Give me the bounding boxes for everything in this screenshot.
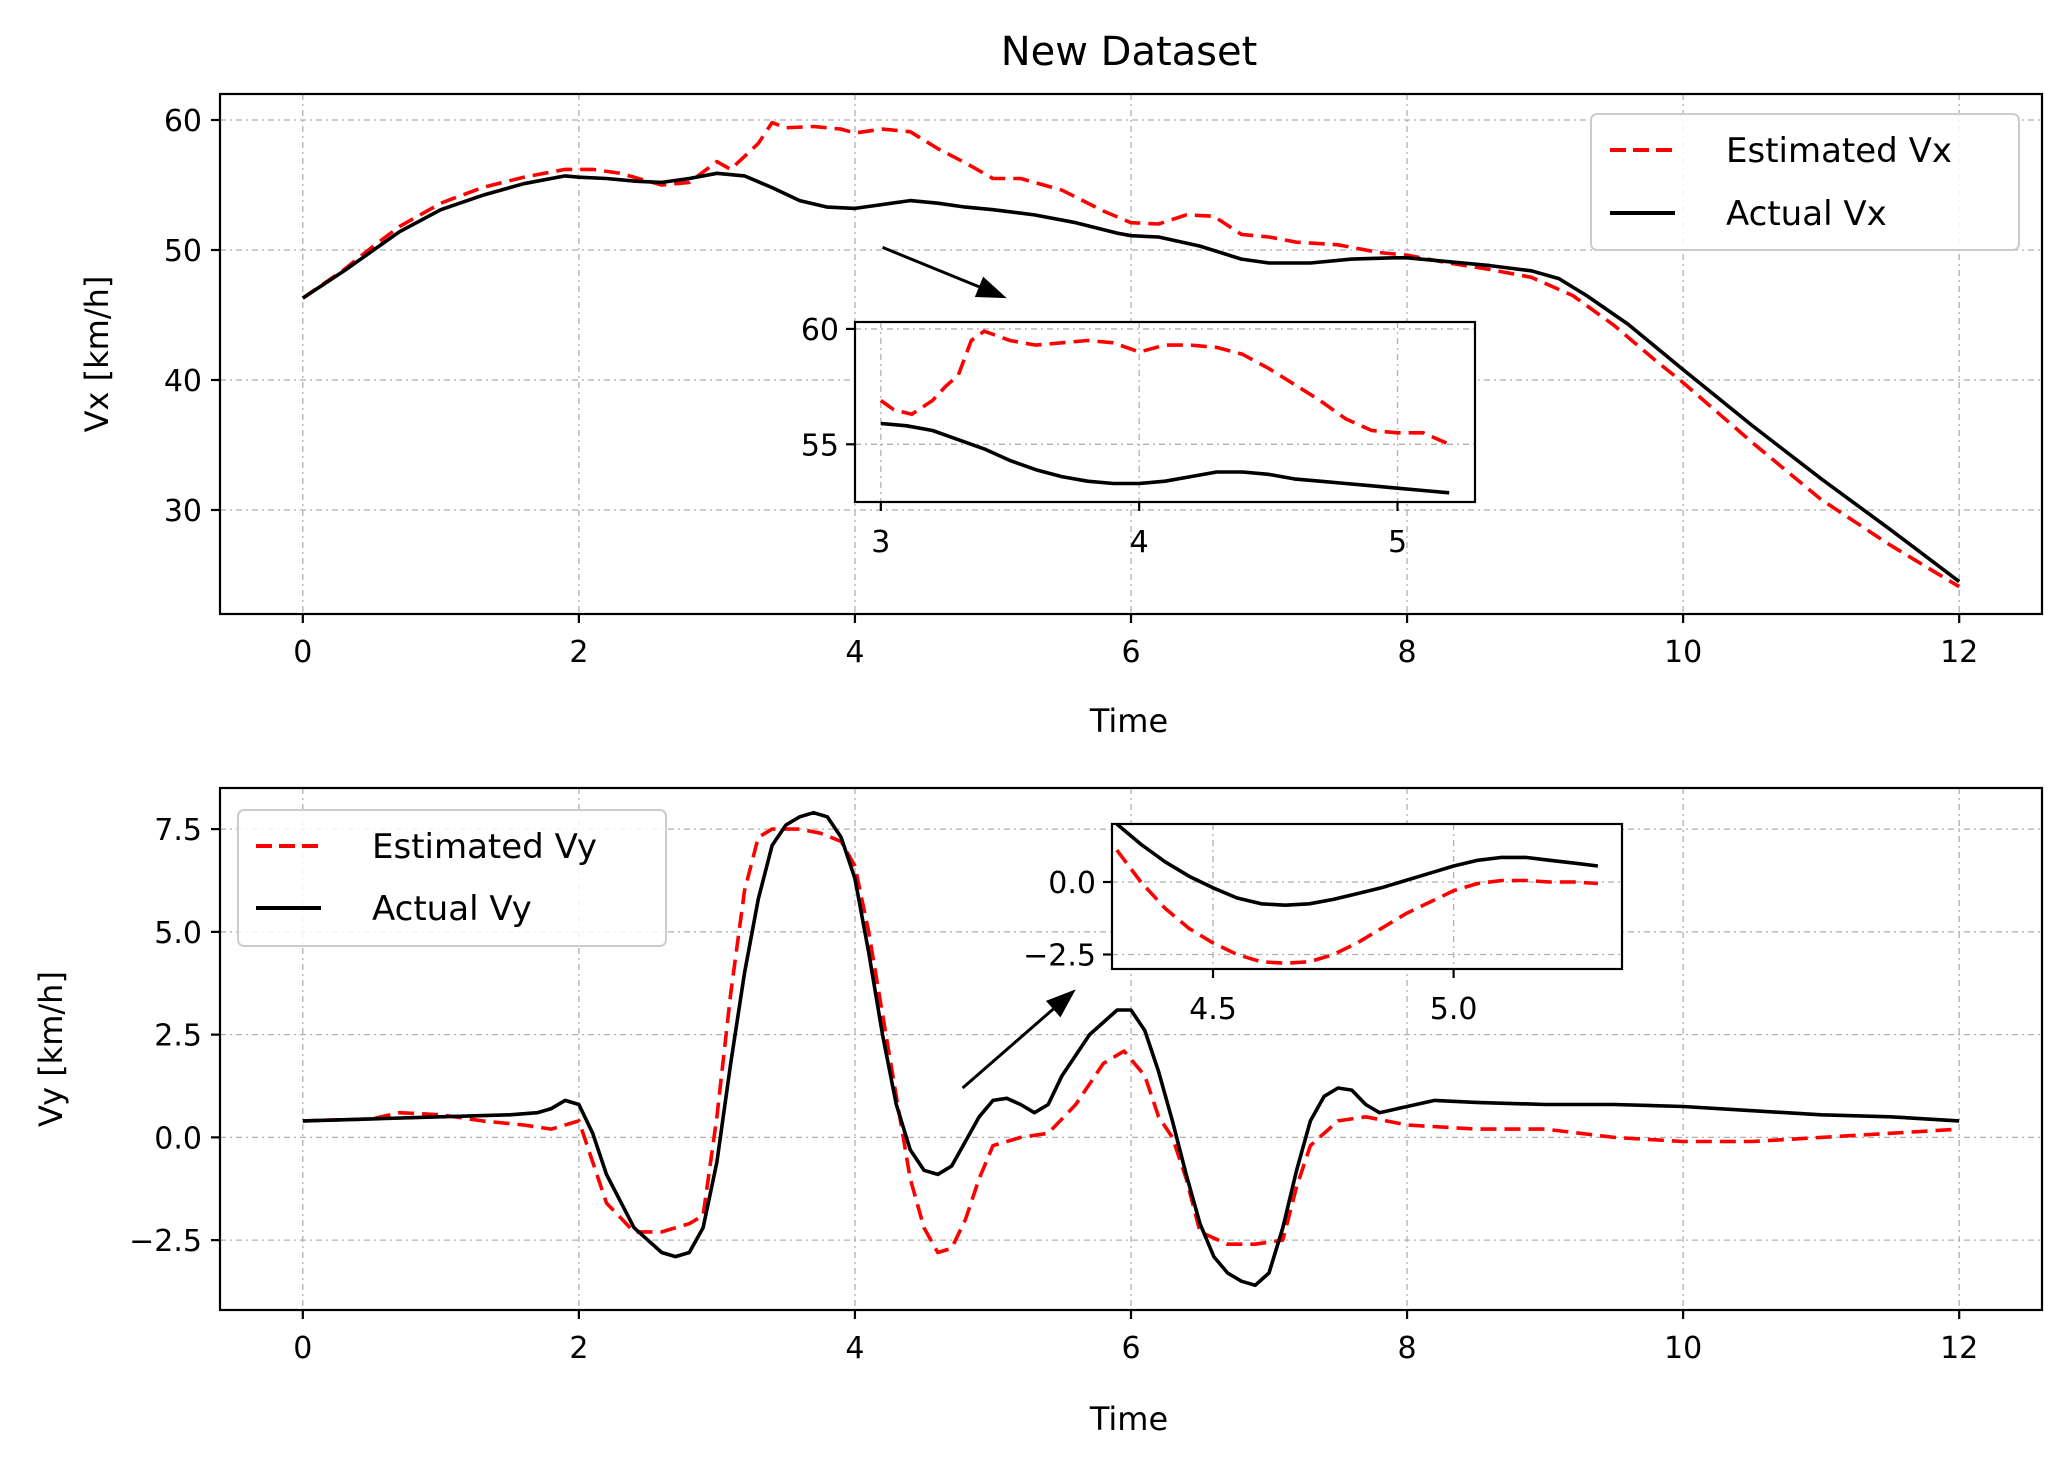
vy-x-tick-label: 10 [1664, 1331, 1702, 1366]
vx-inset-x-tick-label: 4 [1130, 525, 1149, 560]
vy-line-estimated-vy [302, 827, 1960, 1255]
vy-inset-y-tick-label: 0.0 [1048, 866, 1096, 901]
vx-inset-x-tick-label: 3 [871, 525, 890, 560]
vy-x-tick-label: 12 [1940, 1331, 1978, 1366]
vy-y-axis-label: Vy [km/h] [32, 971, 70, 1127]
vy-legend-estimated-label: Estimated Vy [372, 827, 597, 867]
vy-y-tick-label: 7.5 [154, 813, 202, 848]
vy-x-tick-label: 6 [1121, 1331, 1140, 1366]
vy-ticks: 0 2 4 6 8 10 12 −2.5 0.0 2.5 5.0 7.5 [129, 813, 1978, 1366]
vx-y-tick-label: 40 [164, 364, 202, 399]
vx-inset-line-actual-vx [880, 421, 1450, 495]
vy-legend-box [237, 809, 667, 947]
vy-legend: Estimated Vy Actual Vy [237, 809, 667, 947]
figure-title: New Dataset [1001, 29, 1258, 75]
vx-arrow-head [974, 276, 1007, 299]
vy-inset: 4.5 5.0 −2.5 0.0 [961, 822, 1624, 1090]
vy-inset-ticks: 4.5 5.0 −2.5 0.0 [1023, 866, 1477, 1027]
vy-gridlines [220, 788, 2042, 1310]
vx-inset-arrow [881, 246, 1007, 299]
vy-x-tick-label: 0 [293, 1331, 312, 1366]
vy-inset-series-lines [1112, 822, 1622, 969]
vy-y-tick-label: 0.0 [154, 1121, 202, 1156]
vx-x-tick-label: 10 [1664, 635, 1702, 670]
vy-inset-frame [1110, 822, 1624, 971]
vy-arrow-shaft [961, 1007, 1055, 1090]
vy-series-lines [302, 810, 1960, 1288]
vx-y-axis-label: Vx [km/h] [78, 276, 116, 433]
vx-inset-x-tick-label: 5 [1388, 525, 1407, 560]
vx-inset-y-tick-label: 60 [801, 313, 839, 348]
vy-x-tick-label: 2 [569, 1331, 588, 1366]
vx-x-tick-label: 2 [569, 635, 588, 670]
vx-legend-actual-label: Actual Vx [1726, 194, 1887, 234]
vy-x-tick-label: 8 [1398, 1331, 1417, 1366]
vx-x-tick-label: 8 [1398, 635, 1417, 670]
vy-inset-background [1112, 824, 1622, 969]
vx-inset-line-estimated-vx [879, 329, 1450, 446]
vx-legend: Estimated Vx Actual Vx [1590, 113, 2020, 251]
vy-inset-y-tick-label: −2.5 [1023, 939, 1096, 974]
vx-chart: 0 2 4 6 8 10 12 30 40 50 60 Time Vx [km/h] Estimat… [78, 92, 2044, 740]
vy-arrow-head [1045, 989, 1076, 1018]
vy-y-tick-label: 2.5 [154, 1019, 202, 1054]
vx-x-tick-label: 12 [1940, 635, 1978, 670]
vx-y-tick-label: 60 [164, 104, 202, 139]
vy-line-actual-vy [302, 810, 1960, 1288]
vy-x-tick-label: 4 [845, 1331, 864, 1366]
vx-inset-series-lines [855, 322, 1475, 502]
vx-inset-frame [853, 320, 1477, 504]
vy-y-tick-label: 5.0 [154, 916, 202, 951]
vx-y-tick-label: 30 [164, 494, 202, 529]
vx-inset-y-tick-label: 55 [801, 428, 839, 463]
vy-inset-x-tick-label: 5.0 [1430, 992, 1478, 1027]
vy-x-axis-label: Time [1089, 1400, 1168, 1438]
vy-inset-arrow [961, 989, 1076, 1090]
vy-y-tick-label: −2.5 [129, 1224, 202, 1259]
vy-inset-line-actual-vy [1115, 822, 1599, 907]
vy-inset-x-tick-label: 4.5 [1189, 992, 1237, 1027]
vx-legend-estimated-label: Estimated Vx [1726, 131, 1952, 171]
vx-y-tick-label: 50 [164, 234, 202, 269]
vx-legend-box [1590, 113, 2020, 251]
vx-x-axis-label: Time [1089, 702, 1168, 740]
vx-inset-background [855, 322, 1475, 502]
vy-inset-line-estimated-vy [1115, 849, 1599, 965]
vx-ticks: 0 2 4 6 8 10 12 30 40 50 60 [164, 104, 1978, 670]
vx-line-actual-vx [301, 171, 1961, 583]
vx-x-tick-label: 4 [845, 635, 864, 670]
vy-legend-actual-label: Actual Vy [372, 889, 532, 929]
vx-series-lines [301, 120, 1961, 589]
vy-chart: 0 2 4 6 8 10 12 −2.5 0.0 2.5 5.0 7.5 Time Vy [km/h]… [32, 786, 2044, 1438]
vx-arrow-shaft [881, 246, 980, 289]
vx-x-tick-label: 6 [1121, 635, 1140, 670]
vx-x-tick-label: 0 [293, 635, 312, 670]
